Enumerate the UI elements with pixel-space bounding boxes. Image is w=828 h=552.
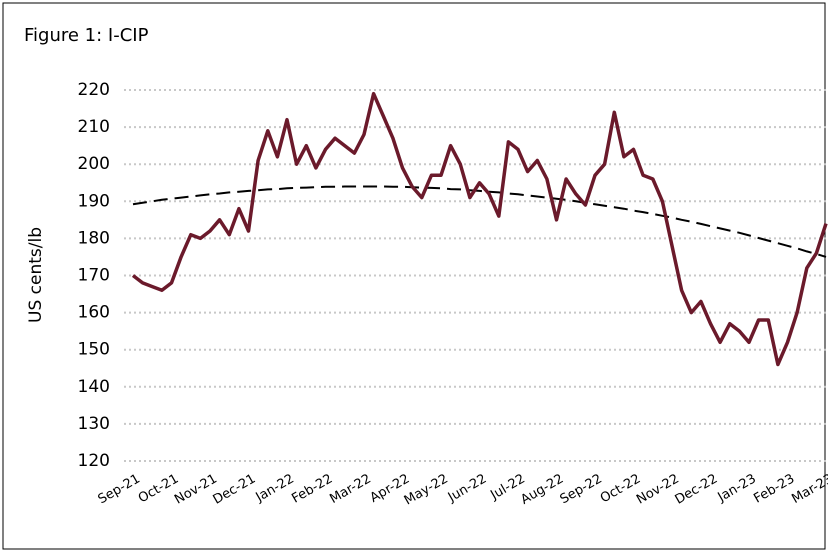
y-tick-label: 170: [78, 266, 110, 286]
x-tick-label: Nov-22: [634, 472, 682, 508]
chart-title: Figure 1: I-CIP: [24, 25, 149, 46]
x-tick-label: Oct-22: [598, 472, 643, 507]
x-tick-label: Jan-23: [715, 472, 759, 506]
x-tick-label: Dec-22: [673, 472, 721, 508]
x-tick-label: May-22: [402, 472, 451, 509]
x-tick-label: Aug-22: [518, 472, 566, 508]
x-tick-label: Jan-22: [253, 472, 297, 506]
x-tick-label: Oct-21: [136, 472, 181, 507]
y-tick-label: 140: [78, 377, 110, 397]
x-tick-label: Feb-22: [289, 472, 335, 507]
trend-line: [132, 185, 827, 258]
x-tick-label: Sep-21: [96, 472, 143, 508]
x-tick-label: Feb-23: [751, 472, 797, 507]
y-tick-label: 130: [78, 414, 110, 434]
y-tick-label: 150: [78, 340, 110, 360]
x-tick-label: Jun-22: [445, 472, 489, 506]
x-tick-label: Nov-21: [172, 472, 220, 508]
x-tick-label: Mar-22: [327, 472, 373, 507]
x-tick-label: Mar-23: [789, 472, 828, 507]
y-tick-label: 160: [78, 303, 110, 323]
y-tick-label: 120: [78, 451, 110, 471]
y-tick-label: 210: [78, 117, 110, 137]
y-tick-label: 220: [78, 80, 110, 100]
x-tick-label: Dec-21: [211, 472, 259, 508]
y-tick-label: 180: [78, 228, 110, 248]
y-axis-label: US cents/lb: [26, 227, 46, 323]
y-tick-label: 190: [78, 191, 110, 211]
x-tick-label: Sep-22: [558, 472, 605, 508]
series-line: [131, 91, 828, 367]
y-tick-label: 200: [78, 154, 110, 174]
